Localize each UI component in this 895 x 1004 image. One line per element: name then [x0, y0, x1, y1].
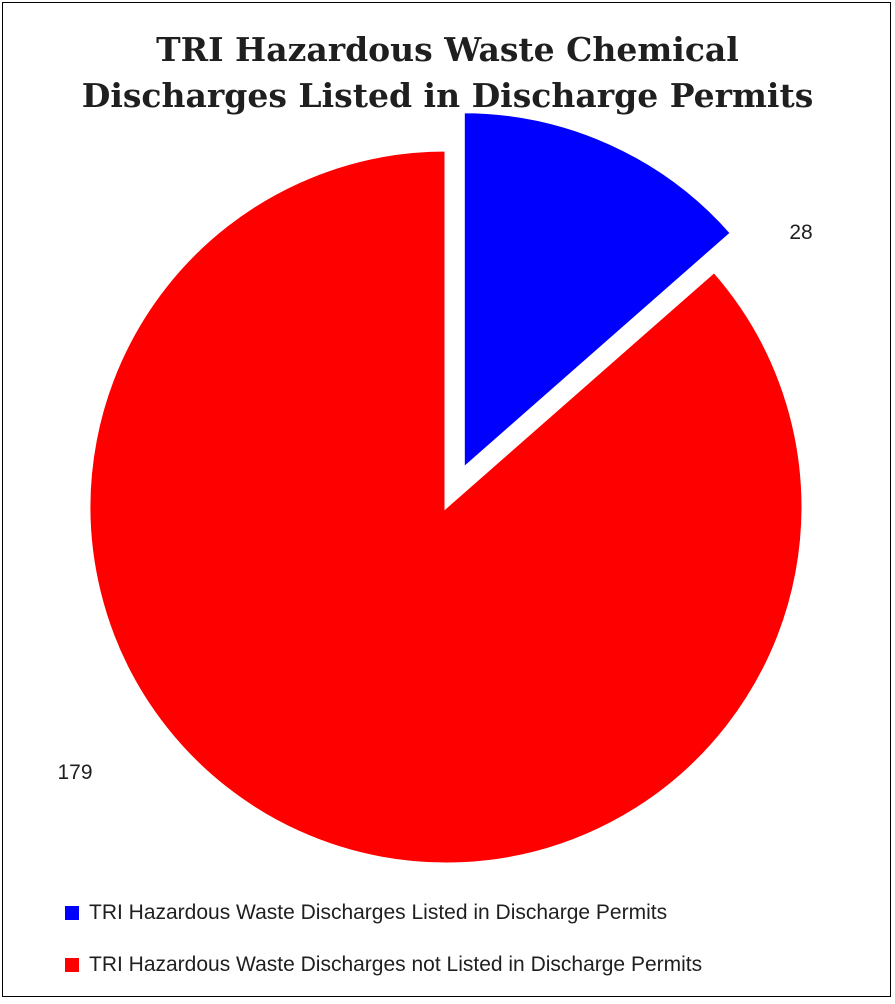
chart-title: TRI Hazardous Waste Chemical Discharges … [3, 27, 892, 119]
chart-title-line-1: TRI Hazardous Waste Chemical [156, 30, 739, 69]
legend-swatch-listed [65, 906, 79, 920]
legend-swatch-not-listed [65, 958, 79, 972]
legend-item-not-listed: TRI Hazardous Waste Discharges not Liste… [65, 952, 702, 978]
pie-chart: 28 179 [57, 110, 813, 866]
data-label-0: 28 [789, 221, 812, 244]
data-label-1: 179 [57, 761, 92, 784]
pie-slice-0 [461, 110, 734, 473]
legend: TRI Hazardous Waste Discharges Listed in… [65, 900, 702, 1004]
legend-label-listed: TRI Hazardous Waste Discharges Listed in… [89, 901, 668, 924]
chart-title-line-2: Discharges Listed in Discharge Permits [81, 76, 814, 115]
legend-label-not-listed: TRI Hazardous Waste Discharges not Liste… [89, 953, 703, 976]
legend-item-listed: TRI Hazardous Waste Discharges Listed in… [65, 900, 702, 926]
pie-slice-1 [87, 148, 805, 866]
